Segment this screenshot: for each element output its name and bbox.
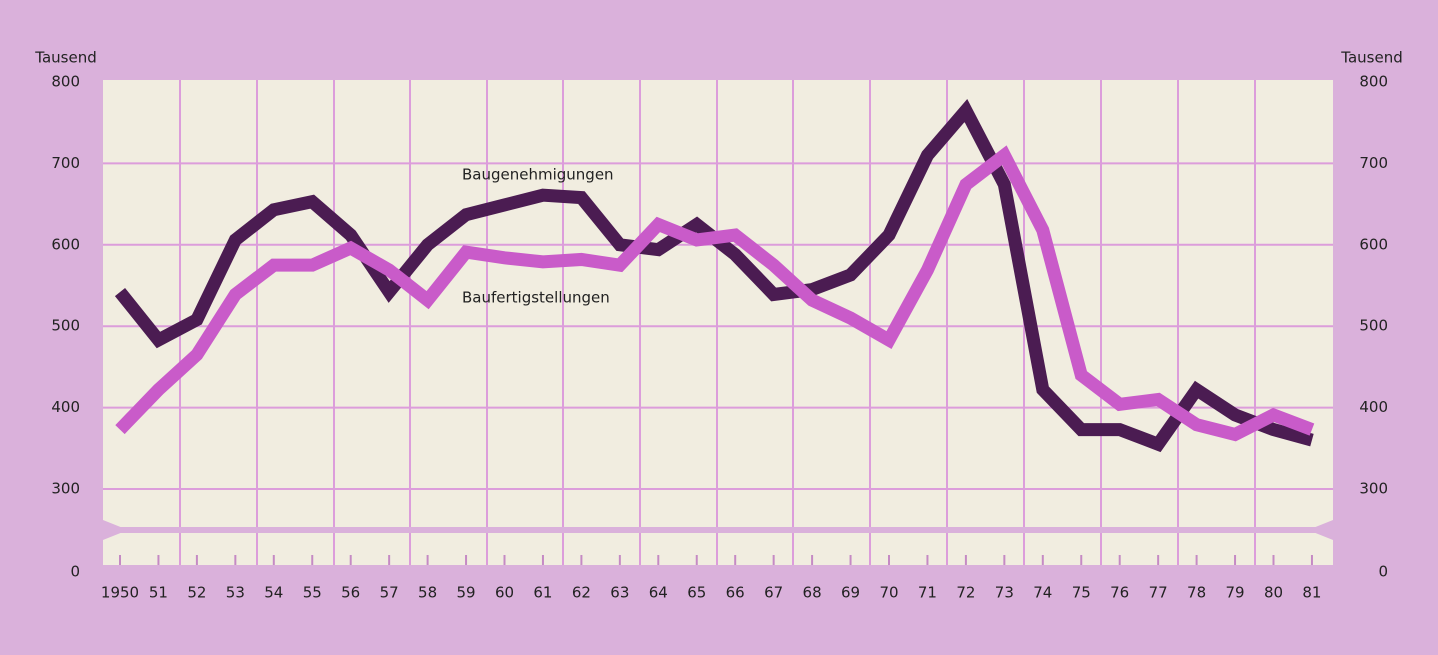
x-tick-label: 68 xyxy=(803,584,822,602)
x-tick-label: 77 xyxy=(1149,584,1168,602)
x-tick-label: 71 xyxy=(918,584,937,602)
x-tick-label: 57 xyxy=(380,584,399,602)
x-tick-label: 55 xyxy=(303,584,322,602)
y-tick-label: 700 xyxy=(51,154,80,172)
series-line xyxy=(115,145,1315,442)
x-tick-label: 59 xyxy=(457,584,476,602)
x-tick-label: 75 xyxy=(1072,584,1091,602)
x-tick-label: 53 xyxy=(226,584,245,602)
y2-tick-label: 600 xyxy=(1359,235,1388,253)
x-tick-label: 1950 xyxy=(101,584,139,602)
x-tick-label: 60 xyxy=(495,584,514,602)
x-tick-label: 76 xyxy=(1110,584,1129,602)
series-label: Baufertigstellungen xyxy=(462,289,610,307)
x-tick-label: 52 xyxy=(187,584,206,602)
x-tick-label: 80 xyxy=(1264,584,1283,602)
y2-tick-label: 300 xyxy=(1359,480,1388,498)
y2-tick-label: 400 xyxy=(1359,398,1388,416)
y-axis-label: Tausend xyxy=(34,49,96,67)
y-tick-label: 0 xyxy=(70,563,80,581)
y2-tick-label: 500 xyxy=(1359,317,1388,335)
y2-tick-label: 0 xyxy=(1378,563,1388,581)
y2-tick-label: 800 xyxy=(1359,73,1388,91)
y-tick-label: 300 xyxy=(51,480,80,498)
x-tick-label: 66 xyxy=(726,584,745,602)
x-tick-label: 64 xyxy=(649,584,668,602)
series-label: Baugenehmigungen xyxy=(462,166,614,184)
x-tick-label: 81 xyxy=(1302,584,1321,602)
x-tick-label: 79 xyxy=(1226,584,1245,602)
x-tick-label: 62 xyxy=(572,584,591,602)
x-tick-label: 54 xyxy=(264,584,283,602)
x-tick-label: 63 xyxy=(610,584,629,602)
x-tick-label: 72 xyxy=(956,584,975,602)
x-tick-label: 70 xyxy=(879,584,898,602)
y-tick-label: 600 xyxy=(51,235,80,253)
y2-axis-label: Tausend xyxy=(1340,49,1402,67)
y-tick-label: 400 xyxy=(51,398,80,416)
x-tick-label: 78 xyxy=(1187,584,1206,602)
y-tick-label: 500 xyxy=(51,317,80,335)
x-tick-label: 51 xyxy=(149,584,168,602)
y2-tick-label: 700 xyxy=(1359,154,1388,172)
x-tick-label: 67 xyxy=(764,584,783,602)
x-tick-label: 65 xyxy=(687,584,706,602)
axis-break-band xyxy=(103,527,1333,533)
x-tick-label: 58 xyxy=(418,584,437,602)
x-tick-label: 61 xyxy=(533,584,552,602)
x-tick-label: 74 xyxy=(1033,584,1052,602)
x-tick-label: 73 xyxy=(995,584,1014,602)
x-tick-label: 56 xyxy=(341,584,360,602)
x-tick-label: 69 xyxy=(841,584,860,602)
y-tick-label: 800 xyxy=(51,73,80,91)
